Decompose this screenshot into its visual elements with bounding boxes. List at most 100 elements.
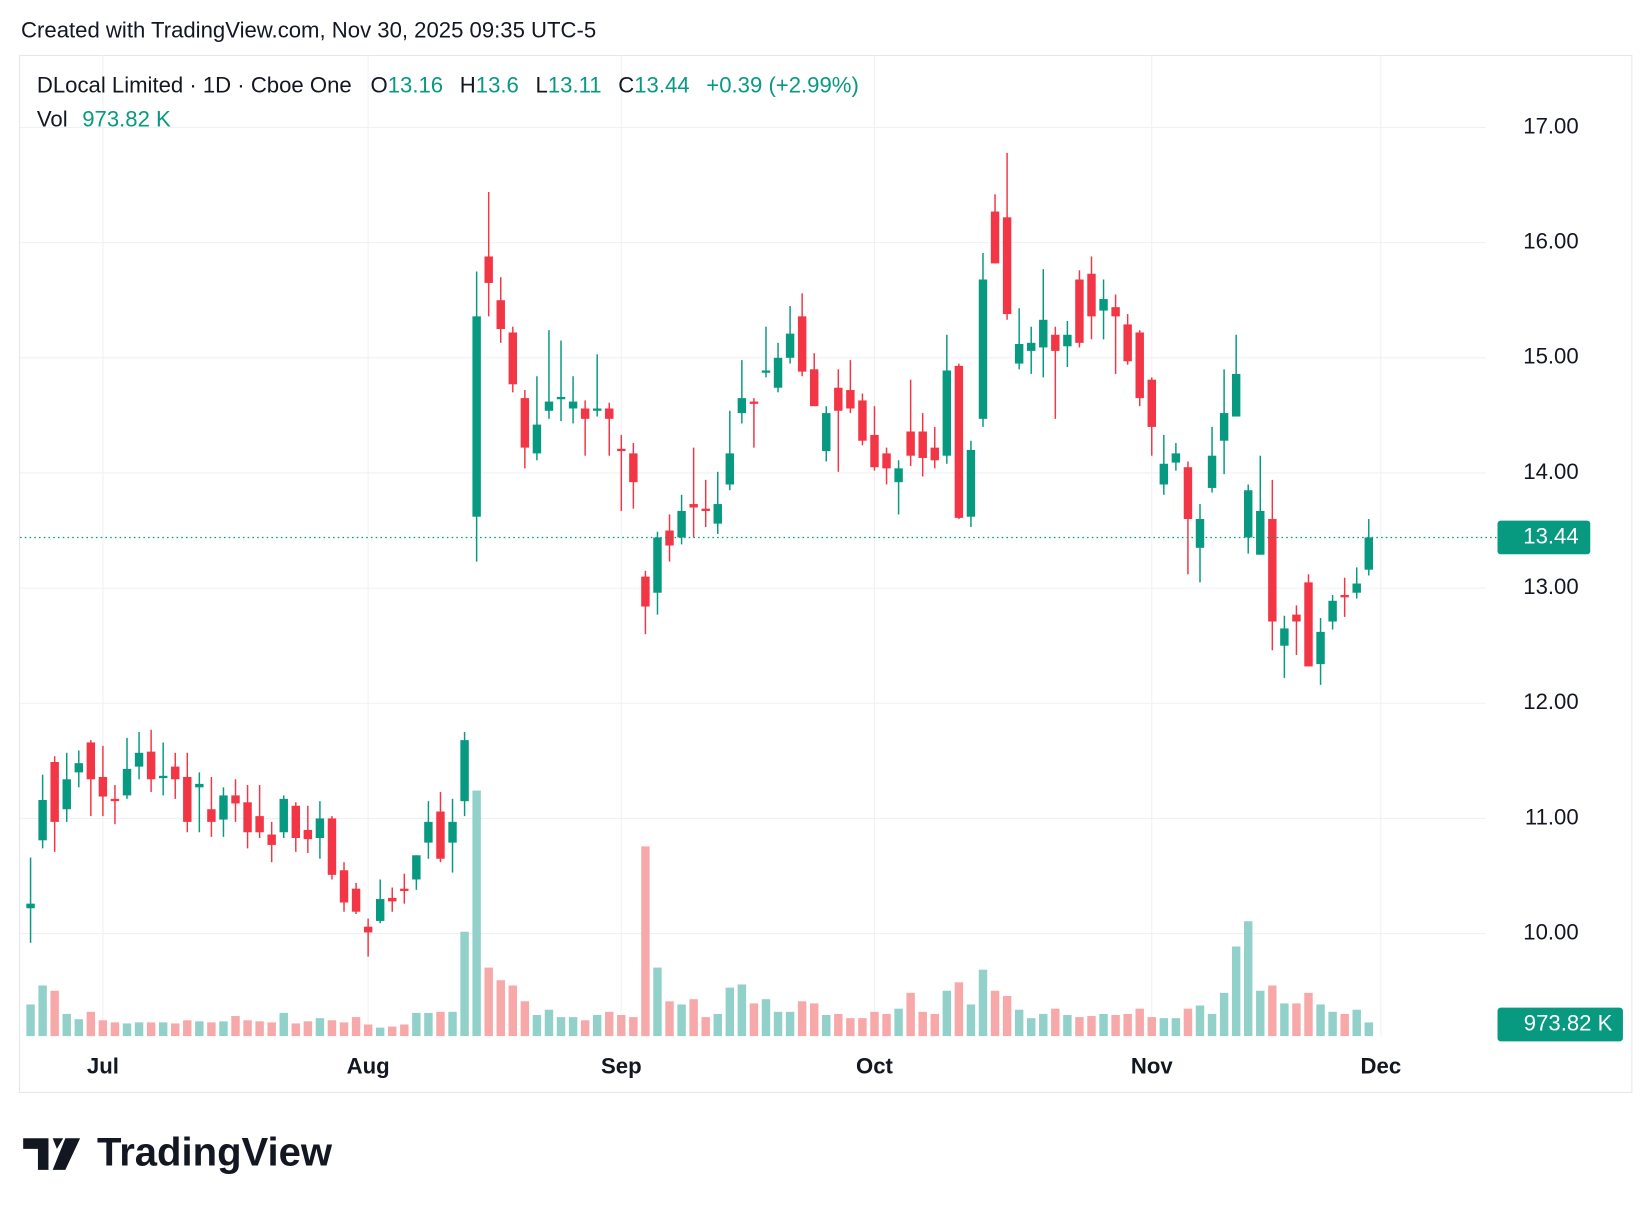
candle-body	[870, 434, 879, 468]
candle-body	[1280, 628, 1289, 646]
x-tick-label: Sep	[601, 1054, 642, 1079]
volume-bar	[761, 999, 771, 1037]
volume-bar	[1292, 1003, 1301, 1037]
change: +0.39 (+2.99%)	[706, 72, 859, 97]
candle-body	[1304, 582, 1313, 667]
volume-bar	[219, 1021, 228, 1037]
candle-body	[351, 888, 361, 912]
volume-bar	[580, 1020, 590, 1037]
volume-bar	[617, 1015, 626, 1037]
candle-body	[291, 805, 301, 839]
volume-bar	[62, 1013, 71, 1037]
volume-bar	[339, 1022, 349, 1037]
volume-bar	[351, 1017, 361, 1037]
candle-body	[1026, 342, 1036, 351]
candle-body	[26, 903, 35, 909]
volume-bar	[231, 1016, 240, 1037]
volume-bar	[592, 1015, 602, 1037]
candle-body	[267, 834, 276, 845]
candle-body	[520, 398, 530, 448]
candle-body	[809, 369, 819, 407]
candle-body	[339, 870, 349, 903]
volume-bar	[388, 1026, 397, 1037]
volume-bar	[641, 846, 650, 1037]
volume-bar	[544, 1009, 554, 1037]
candle-body	[62, 779, 71, 810]
volume-bar	[1352, 1009, 1361, 1037]
volume-bar	[424, 1012, 433, 1037]
ohlc-value: 13.11	[548, 72, 602, 97]
price-badge-label: 13.44	[1523, 523, 1578, 548]
volume-bar	[665, 1001, 674, 1037]
volume-bar	[870, 1011, 879, 1037]
candle-body	[279, 798, 288, 833]
candle-body	[436, 811, 445, 859]
candle-body	[653, 537, 662, 593]
candle-body	[797, 316, 807, 372]
y-tick-label: 15.00	[1523, 344, 1578, 369]
candle-body	[231, 795, 240, 804]
candle-body	[930, 447, 939, 461]
volume-bar	[484, 967, 493, 1037]
ohlc-key: C	[618, 72, 634, 97]
volume-bar	[122, 1023, 132, 1037]
candle-body	[822, 413, 831, 452]
caption: Created with TradingView.com, Nov 30, 20…	[21, 18, 596, 43]
axes: 10.00 11.00 12.00 13.00 14.00 15.00 16.00 17.00…	[20, 113, 1623, 1079]
volume-bar	[677, 1004, 686, 1037]
x-tick-label: Oct	[856, 1054, 894, 1079]
candle-body	[701, 508, 710, 511]
candle-body	[183, 776, 192, 822]
logo-icon	[23, 1138, 81, 1170]
candle-body	[978, 279, 988, 419]
volume-legend: Vol 973.82 K	[37, 106, 171, 131]
volume-key: Vol	[37, 106, 68, 131]
candle-body	[689, 504, 698, 508]
ohlc-value: 13.16	[388, 72, 443, 97]
logo-text: TradingView	[97, 1131, 333, 1175]
candle-body	[158, 775, 168, 779]
candle-body	[171, 766, 180, 780]
volume-bar	[1099, 1013, 1108, 1037]
volume-bar	[50, 990, 59, 1037]
volume-bar	[38, 985, 47, 1037]
candle-body	[629, 453, 638, 483]
candle-body	[1328, 600, 1337, 622]
candle-body	[641, 576, 650, 607]
candle-body	[1195, 519, 1205, 548]
candle-body	[508, 332, 518, 385]
volume-bar	[713, 1013, 722, 1037]
volume-bar	[629, 1017, 638, 1037]
candle-body	[98, 776, 108, 797]
volume-bar	[508, 985, 518, 1037]
volume-bar	[86, 1011, 96, 1037]
candle-body	[966, 449, 976, 517]
volume-bar	[894, 1008, 903, 1037]
volume-bar	[1195, 1005, 1205, 1037]
candle-body	[544, 401, 554, 411]
candle-body	[846, 390, 855, 409]
ohlc-value: 13.44	[634, 72, 689, 97]
candle-body	[243, 802, 252, 833]
candle-body	[918, 431, 927, 458]
volume-bar	[1244, 921, 1253, 1037]
volume-bar	[785, 1011, 795, 1037]
volume-bar	[460, 931, 469, 1037]
candle-body	[761, 370, 771, 373]
volume-bar	[1075, 1017, 1084, 1037]
candle-body	[86, 742, 96, 780]
candle-body	[315, 818, 325, 839]
volume-bar	[725, 987, 735, 1037]
chart-frame	[18, 54, 1633, 1093]
candle-body	[1147, 379, 1156, 427]
volume-bar	[822, 1015, 831, 1037]
volume-bar	[195, 1021, 204, 1037]
candle-body	[1123, 324, 1132, 362]
volume-bar	[279, 1012, 288, 1037]
candle-body	[1159, 463, 1169, 485]
volume-bar	[966, 1004, 976, 1037]
volume-bar	[207, 1022, 216, 1037]
volume-bar	[942, 990, 952, 1037]
volume-bar	[436, 1011, 445, 1037]
